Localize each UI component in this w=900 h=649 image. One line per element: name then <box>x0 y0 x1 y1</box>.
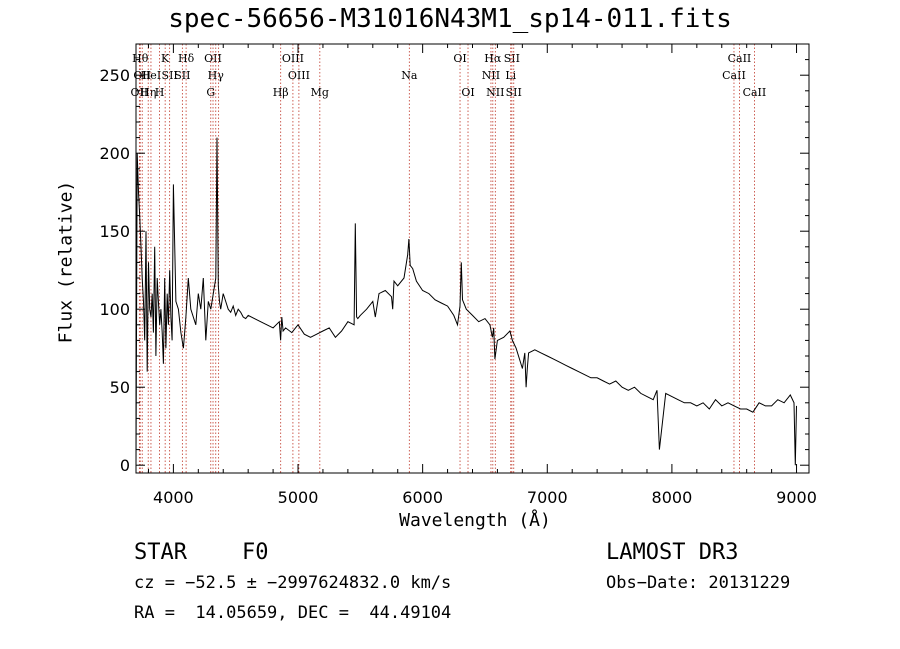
spectral-line-label: Hα <box>484 52 502 65</box>
survey-name: LAMOST DR3 <box>606 540 739 565</box>
y-tick-label: 150 <box>99 222 130 241</box>
spectral-line-label: H <box>155 86 165 99</box>
spectral-line-label: SII <box>174 69 190 82</box>
x-tick-label: 8000 <box>652 488 693 507</box>
redshift-cz: cz = −52.5 ± −2997624832.0 km/s <box>134 573 452 593</box>
spectral-line-label: Hθ <box>132 52 149 65</box>
spectral-line-label: OIII <box>288 69 310 82</box>
spectral-line-label: Hβ <box>273 86 289 99</box>
spectral-line-label: OII <box>131 86 149 99</box>
spectral-line-label: K <box>161 52 170 65</box>
plot-frame <box>135 43 810 474</box>
spectral-line-label: CaII <box>743 86 767 99</box>
x-tick-label: 4000 <box>153 488 194 507</box>
object-subclass: F0 <box>242 540 269 565</box>
coordinates: RA = 14.05659, DEC = 44.49104 <box>134 603 452 623</box>
spectral-line-label: Hδ <box>178 52 195 65</box>
spectral-line-label: SII <box>506 86 522 99</box>
x-tick-label: 5000 <box>278 488 319 507</box>
spectral-line-label: Hγ <box>208 69 225 82</box>
spectral-line-label: CaII <box>722 69 746 82</box>
x-axis-label: Wavelength (Å) <box>399 510 551 531</box>
x-tick-label: 6000 <box>402 488 443 507</box>
spectral-line-label: NII <box>482 69 500 82</box>
y-tick-label: 50 <box>110 378 130 397</box>
obs-date: Obs−Date: 20131229 <box>606 573 791 593</box>
spectral-line-label: HeI <box>141 69 161 82</box>
spectral-line-label: SII <box>504 52 520 65</box>
y-tick-label: 200 <box>99 144 130 163</box>
spectrum-line <box>135 137 797 466</box>
spectral-line-label: OI <box>461 86 474 99</box>
spectral-line-label: Mg <box>311 86 329 99</box>
spectral-line-label: Li <box>505 69 516 82</box>
spectral-line-label: NII <box>486 86 504 99</box>
spectral-line-label: OIII <box>282 52 304 65</box>
spectral-line-label: Na <box>401 69 418 82</box>
spectral-line-label: OI <box>453 52 466 65</box>
y-tick-label: 0 <box>120 456 130 475</box>
x-tick-label: 9000 <box>776 488 817 507</box>
x-tick-label: 7000 <box>527 488 568 507</box>
spectral-line-label: SII <box>162 69 178 82</box>
spectral-line-label: OII <box>204 52 222 65</box>
object-class: STAR <box>134 540 187 565</box>
spectral-line-label: Hη <box>140 86 156 99</box>
y-tick-label: 100 <box>99 300 130 319</box>
y-axis-label: Flux (relative) <box>55 180 77 344</box>
spectral-line-label: G <box>206 86 215 99</box>
y-tick-label: 250 <box>99 66 130 85</box>
chart-title: spec-56656-M31016N43M1_sp14-011.fits <box>168 4 732 34</box>
spectral-line-label: CaII <box>728 52 752 65</box>
